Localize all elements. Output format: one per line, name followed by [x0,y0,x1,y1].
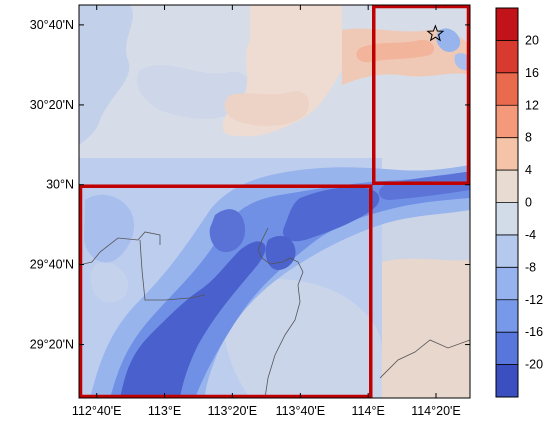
cool-core-mid [265,235,296,270]
highlight-boxes [78,4,471,399]
lat-tick-label: 29°20'N [30,338,74,352]
lon-tick-label: 113°20'E [208,404,258,418]
colorbar-swatch [496,202,518,236]
colorbar-swatch [496,299,518,333]
cool-core-deep [120,241,266,398]
southwest-box [78,184,373,399]
cool-core-deep-north [282,187,380,242]
colorbar-label: 0 [525,196,532,210]
neutral-patch-west [90,262,129,303]
northeast-box [372,4,471,185]
cool-patch-west [84,194,135,263]
boundary-line-east [379,339,470,379]
colorbar-label: -8 [525,260,536,274]
colorbar-label: 16 [525,66,539,80]
latitude-axis: 30°40'N 30°20'N 30°N 29°40'N 29°20'N [30,18,470,352]
colorbar-label: 4 [525,163,532,177]
colorbar-label: 8 [525,131,532,145]
lon-tick-label: 114°20'E [411,404,461,418]
colorbar-swatch [496,137,518,171]
colorbar-label: -12 [525,293,543,307]
lat-tick-label: 30°40'N [30,18,74,32]
colorbar-swatch [496,8,518,41]
boundary-line-center [257,227,304,398]
cool-core-east-band [378,172,470,200]
lon-tick-label: 113°40'E [276,404,326,418]
lon-tick-label: 112°40'E [72,404,122,418]
longitude-axis: 112°40'E 113°E 113°20'E 113°40'E 114°E 114°20… [72,5,461,418]
warm-patch-center [224,91,310,126]
colorbar-label: 20 [525,33,539,47]
colorbar-label: -16 [525,325,543,339]
lat-tick-label: 30°20'N [30,98,74,112]
lat-tick-label: 30°N [46,178,74,192]
neutral-patch-south [223,279,382,398]
lon-tick-label: 114°E [352,404,385,418]
map-frame [78,4,471,399]
star-marker [426,24,445,42]
colorbar-label: 12 [525,98,539,112]
boundary-line-west [79,231,206,301]
colorbar-swatch [496,40,518,74]
cool-patch-north-west [79,5,133,145]
cool-spot-northeast [436,28,461,52]
cool-spot-northeast-2 [454,53,470,71]
colorbar-label: -20 [525,358,543,372]
colorbar-swatch [496,267,518,301]
lon-tick-label: 113°E [148,404,181,418]
colorbar-swatch [496,170,518,203]
warm-core-northeast [356,39,435,63]
colorbar-swatch [496,332,518,366]
colorbar-swatch [496,364,518,398]
colorbar-label: -4 [525,228,536,242]
warm-patch-southeast [382,255,470,398]
colorbar-swatch [496,105,518,139]
lat-tick-label: 29°40'N [30,258,74,272]
cool-band-strong [110,176,470,398]
colorbar: 20 16 12 8 4 0 -4 -8 -12 -16 -20 [495,7,543,398]
colorbar-swatch [496,234,518,268]
cool-patch-north-center [136,65,251,119]
map-panel [79,5,470,398]
cool-core-deep-west [209,209,246,253]
colorbar-swatch [496,72,518,106]
